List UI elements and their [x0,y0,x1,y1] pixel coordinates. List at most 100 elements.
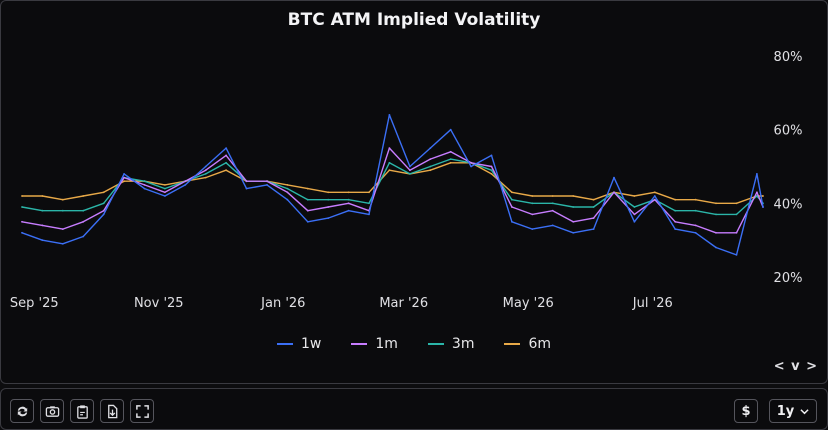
data-point [756,173,758,175]
data-point [653,191,656,194]
download-button[interactable] [100,399,124,423]
data-point [762,195,764,197]
y-tick-label: 80% [774,50,803,65]
legend-swatch [351,343,368,345]
data-point [409,173,411,175]
download-file-icon [107,404,117,418]
data-point [551,202,554,205]
refresh-icon [17,406,27,416]
data-point [327,198,330,201]
chart-title: BTC ATM Implied Volatility [287,10,541,30]
data-point [266,180,268,183]
data-point [572,206,575,208]
data-point [531,213,534,216]
data-point [531,228,534,231]
range-select[interactable]: 1y [769,399,817,423]
data-point [41,224,44,227]
y-tick-label: 60% [774,124,803,139]
legend-label: 6m [528,336,551,352]
data-point [470,161,472,164]
data-point [368,191,370,194]
chart-legend: 1w 1m 3m 6m [0,336,828,352]
data-point [347,191,350,194]
data-point [225,147,228,150]
series-1m [21,147,764,234]
range-label: 1y [776,403,795,419]
y-tick-label: 40% [774,197,803,212]
series-1w [21,114,764,256]
data-point [633,206,636,208]
legend-item-1w[interactable]: 1w [277,336,321,352]
data-point [715,213,717,216]
data-point [490,169,493,172]
data-point [756,191,758,194]
data-point [21,220,23,223]
data-point [286,198,289,201]
data-point [245,180,248,183]
data-point [347,209,350,212]
data-point [204,176,207,179]
data-point [674,220,677,223]
currency-button[interactable]: $ [734,399,758,423]
series-3m [21,158,764,216]
data-point [102,191,105,194]
data-point [511,220,513,223]
data-point [715,246,717,249]
data-point [551,209,554,212]
data-point [123,173,125,175]
fullscreen-button[interactable] [130,399,154,423]
data-point [449,158,452,161]
chart-panel [0,0,828,384]
legend-item-1m[interactable]: 1m [351,336,398,352]
data-point [306,187,309,190]
copy-button[interactable] [70,399,94,423]
x-tick-label: Sep '25 [10,296,59,311]
legend-item-3m[interactable]: 3m [427,336,474,352]
refresh-button[interactable] [10,399,34,423]
data-point [327,206,330,208]
screenshot-button[interactable] [40,399,64,423]
legend-item-6m[interactable]: 6m [504,336,551,352]
data-point [409,169,411,172]
x-tick-label: May '26 [503,296,554,311]
data-point [756,195,758,197]
data-point [694,198,697,201]
x-tick-label: Jul '26 [632,296,673,311]
x-tick-label: Nov '25 [134,296,184,311]
data-point [429,158,432,161]
data-point [470,165,472,168]
data-point [327,191,330,194]
data-point [633,195,636,197]
chart-svg: 20% 40% 60% 80% Sep '25 Nov '25 Jan '26 Mar '26… [10,50,803,311]
data-point [694,231,697,234]
data-point [204,173,207,175]
data-point [184,184,187,186]
clipboard-icon [76,404,88,419]
data-point [613,191,615,194]
data-point [204,169,207,172]
data-point [592,206,595,208]
data-point [449,128,452,131]
data-point [490,165,493,168]
data-point [21,195,23,197]
series-line-1m [21,147,764,234]
data-point [245,187,248,190]
data-point [327,217,330,220]
data-point [388,147,391,150]
chart-nav-arrows[interactable]: < v > [773,359,818,374]
chart-toolbar: $ 1y [0,388,828,430]
data-point [347,202,350,205]
data-point [164,195,166,197]
data-point [306,198,309,201]
data-point [306,220,309,223]
data-point [286,191,289,194]
series-line-3m [21,158,764,216]
data-point [715,231,717,234]
data-point [409,165,411,168]
data-point [613,176,615,179]
data-point [82,209,85,212]
data-point [694,224,697,227]
data-point [429,165,432,168]
data-point [82,195,85,197]
data-point [41,239,44,242]
